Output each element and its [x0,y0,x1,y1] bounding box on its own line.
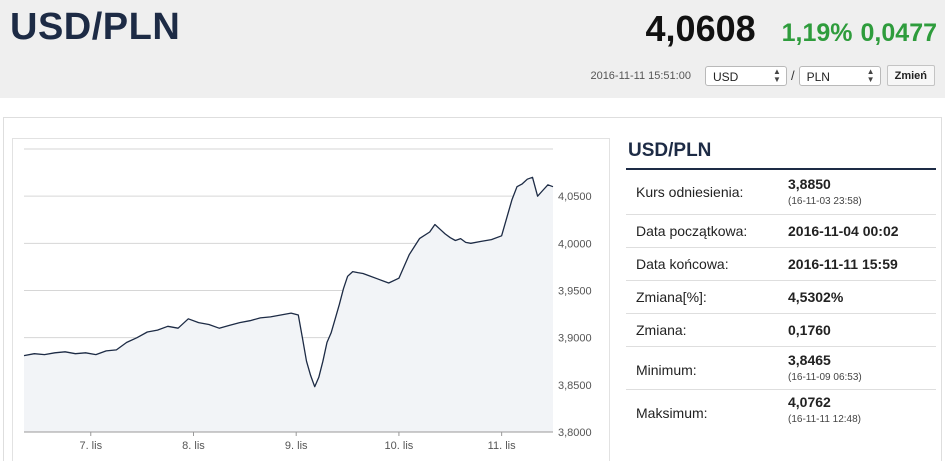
y-tick-label: 3,9500 [558,286,592,298]
select-arrows-icon: ▲ ▼ [866,66,875,84]
stats-label: Data końcowa: [636,256,729,272]
stats-row-maximum: Maksimum: 4,0762 (16-11-11 12:48) [626,390,936,432]
currency-controls: 2016-11-11 15:51:00 USD ▲ ▼ / PLN ▲ ▼ Zmie… [590,65,935,86]
stats-row-start-date: Data początkowa: 2016-11-04 00:02 [626,215,936,248]
current-rate: 4,0608 [645,8,756,49]
quote-timestamp: 2016-11-11 15:51:00 [590,69,691,82]
change-absolute: 0,0477 [860,19,937,47]
stats-value: 3,8465 [788,352,831,368]
stats-row-end-date: Data końcowa: 2016-11-11 15:59 [626,248,936,281]
x-tick-label: 10. lis [385,440,414,452]
stats-label: Zmiana[%]: [636,289,707,305]
header-bar: USD/PLN 4,0608 1,19% 0,0477 2016-11-11 1… [0,0,945,98]
x-tick-label: 8. lis [182,440,205,452]
select-arrows-icon: ▲ ▼ [773,66,781,84]
from-currency-select[interactable]: USD ▲ ▼ [704,65,787,86]
page-title: USD/PLN [10,6,181,48]
chart-container: 3,8000 3,8500 3,9000 3,9500 4,0000 4,0500 7. l… [12,138,610,461]
change-button[interactable]: Zmień [886,65,935,86]
y-tick-label: 3,8500 [558,380,592,392]
series-area [24,177,553,432]
stats-row-reference-rate: Kurs odniesienia: 3,8850 (16-11-03 23:58… [626,172,936,215]
currency-separator: / [790,68,795,83]
stats-row-change: Zmiana: 0,1760 [626,314,936,347]
stats-value: 4,0762 [788,394,831,410]
stats-label: Minimum: [636,362,697,378]
stats-label: Data początkowa: [636,223,748,239]
to-currency-select[interactable]: PLN ▲ ▼ [798,65,881,86]
stats-value: 2016-11-11 15:59 [788,256,898,272]
stats-title: USD/PLN [626,134,936,170]
stats-sub: (16-11-11 12:48) [788,414,862,425]
stats-label: Kurs odniesienia: [636,184,744,200]
stats-label: Maksimum: [636,405,708,421]
stats-value: 2016-11-04 00:02 [788,223,899,239]
x-tick-label: 11. lis [488,440,516,452]
y-tick-label: 4,0000 [558,238,592,250]
y-tick-label: 3,8000 [558,427,592,439]
y-tick-label: 3,9000 [558,333,592,345]
x-tick-label: 9. lis [285,440,308,452]
from-currency-value: USD [712,69,739,84]
stats-sub: (16-11-03 23:58) [788,196,862,207]
stats-value: 3,8850 [788,176,831,192]
stats-value: 0,1760 [788,322,831,338]
y-tick-label: 4,0500 [558,191,592,203]
quote-summary: 4,0608 1,19% 0,0477 [646,8,937,50]
stats-panel: USD/PLN Kurs odniesienia: 3,8850 (16-11-… [626,134,936,425]
stats-row-change-pct: Zmiana[%]: 4,5302% [626,281,936,314]
series-line [23,176,554,388]
change-percent: 1,19% [781,19,853,47]
x-tick-label: 7. lis [79,440,102,452]
stats-row-minimum: Minimum: 3,8465 (16-11-09 06:53) [626,347,936,390]
stats-label: Zmiana: [636,322,687,338]
rate-chart: 3,8000 3,8500 3,9000 3,9500 4,0000 4,0500 7. l… [23,148,592,452]
stats-value: 4,5302% [788,289,844,305]
stats-sub: (16-11-09 06:53) [788,372,862,383]
to-currency-value: PLN [806,69,830,84]
